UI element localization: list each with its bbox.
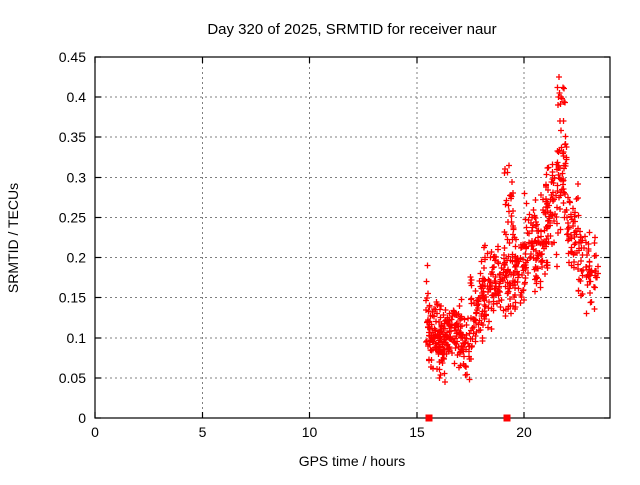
y-tick-label: 0.05 [59, 370, 86, 386]
x-tick-label: 10 [302, 424, 318, 440]
axis-ticks [94, 56, 610, 419]
y-tick-label: 0 [78, 410, 86, 426]
y-tick-label: 0.45 [59, 49, 86, 65]
y-tick-label: 0.15 [59, 290, 86, 306]
y-tick-label: 0.3 [67, 170, 87, 186]
x-tick-label: 15 [409, 424, 425, 440]
scatter-points [423, 74, 601, 385]
x-tick-label: 0 [91, 424, 99, 440]
x-tick-labels: 0 5 10 15 20 [91, 424, 532, 440]
y-tick-label: 0.35 [59, 129, 86, 145]
baseline-square-marker [503, 414, 511, 422]
x-tick-label: 5 [199, 424, 207, 440]
y-tick-labels: 0 0.05 0.1 0.15 0.2 0.25 0.3 0.35 0.4 0.45 [59, 49, 86, 426]
y-tick-label: 0.2 [67, 250, 87, 266]
y-tick-label: 0.1 [67, 330, 87, 346]
chart-title: Day 320 of 2025, SRMTID for receiver nau… [207, 21, 496, 38]
plot-border [94, 56, 611, 419]
y-tick-label: 0.25 [59, 210, 86, 226]
x-axis-label: GPS time / hours [299, 453, 406, 469]
baseline-square-marker [425, 414, 433, 422]
y-axis-label: SRMTID / TECUs [5, 183, 21, 293]
baseline-square-markers [425, 414, 511, 422]
y-tick-label: 0.4 [67, 89, 87, 105]
x-tick-label: 20 [516, 424, 532, 440]
